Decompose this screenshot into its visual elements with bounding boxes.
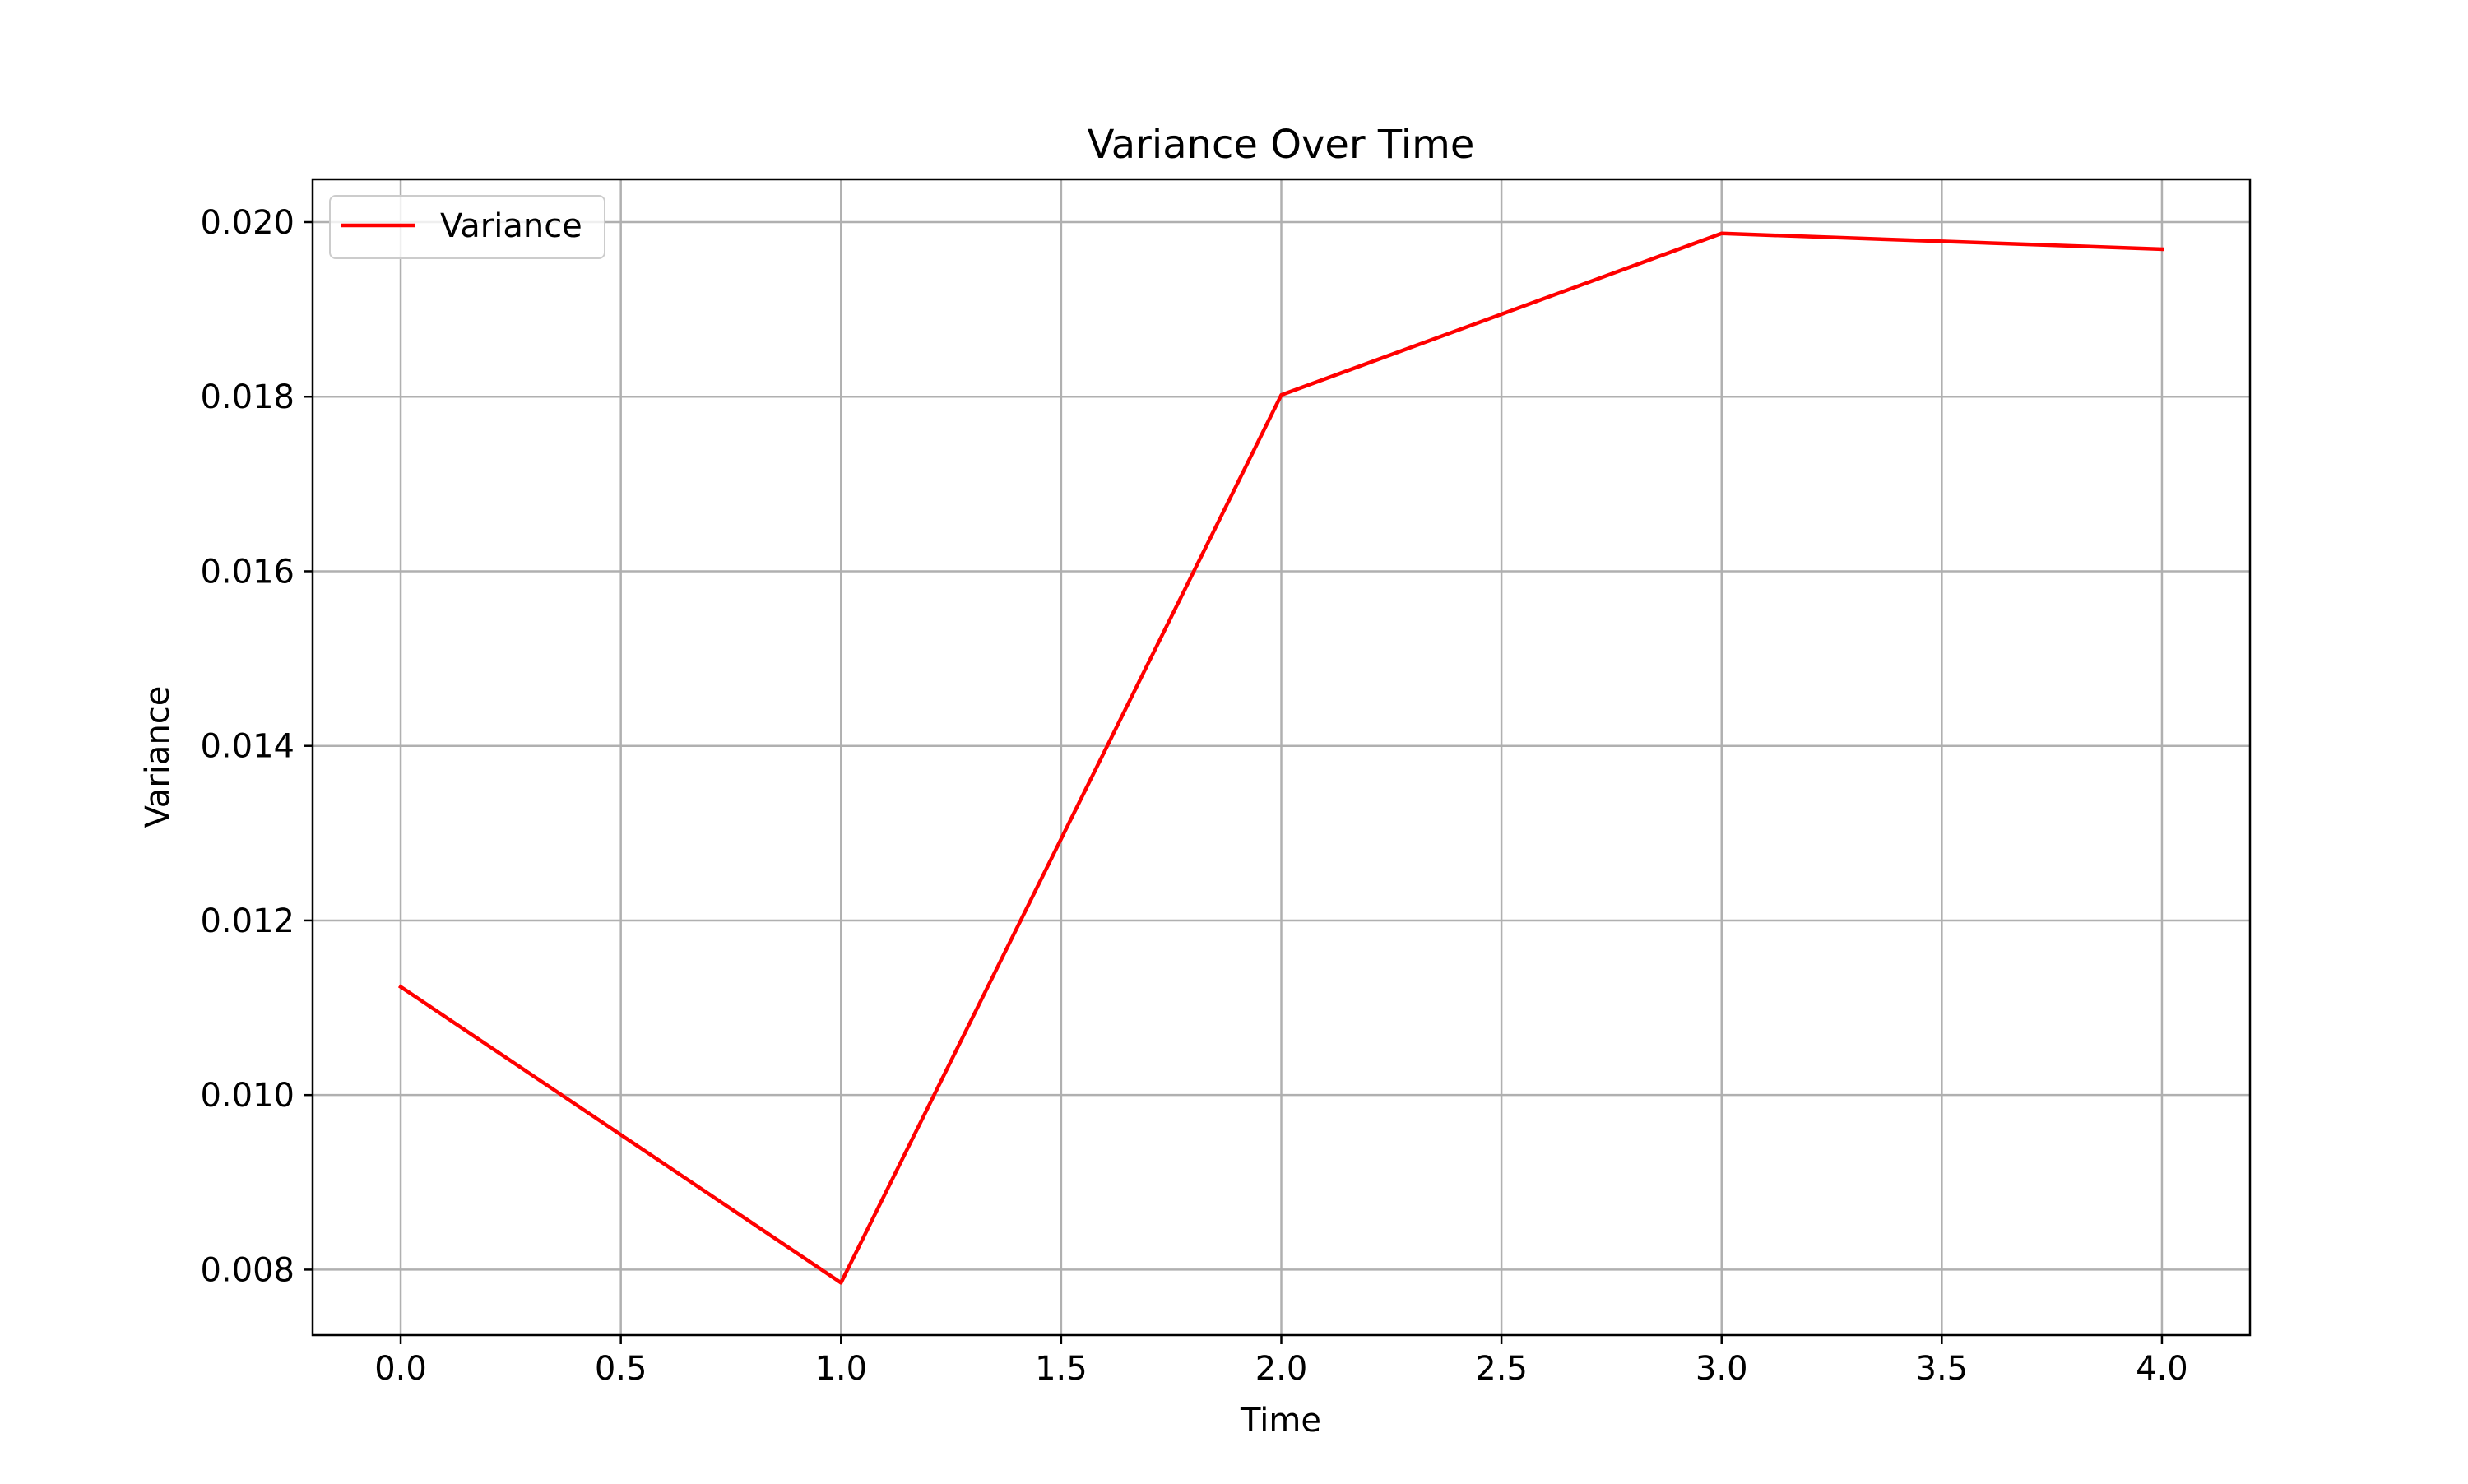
y-tick-label: 0.018: [200, 378, 295, 416]
chart-title: Variance Over Time: [1088, 122, 1475, 168]
y-tick-label: 0.010: [200, 1077, 295, 1115]
y-tick-label: 0.014: [200, 728, 295, 766]
x-tick-label: 2.5: [1475, 1350, 1528, 1388]
x-tick-label: 3.0: [1696, 1350, 1748, 1388]
x-axis-label: Time: [1240, 1402, 1321, 1440]
y-axis-label: Variance: [139, 686, 177, 828]
x-tick-label: 3.5: [1916, 1350, 1969, 1388]
y-tick-label: 0.016: [200, 553, 295, 591]
legend-label: Variance: [440, 207, 582, 245]
x-tick-label: 0.0: [374, 1350, 427, 1388]
y-tick-label: 0.012: [200, 902, 295, 940]
x-tick-label: 0.5: [595, 1350, 647, 1388]
y-tick-label: 0.008: [200, 1251, 295, 1289]
x-tick-label: 4.0: [2136, 1350, 2188, 1388]
y-tick-label: 0.020: [200, 204, 295, 242]
x-tick-label: 1.5: [1035, 1350, 1088, 1388]
legend: Variance: [330, 196, 605, 258]
x-tick-label: 1.0: [814, 1350, 867, 1388]
x-tick-label: 2.0: [1255, 1350, 1308, 1388]
